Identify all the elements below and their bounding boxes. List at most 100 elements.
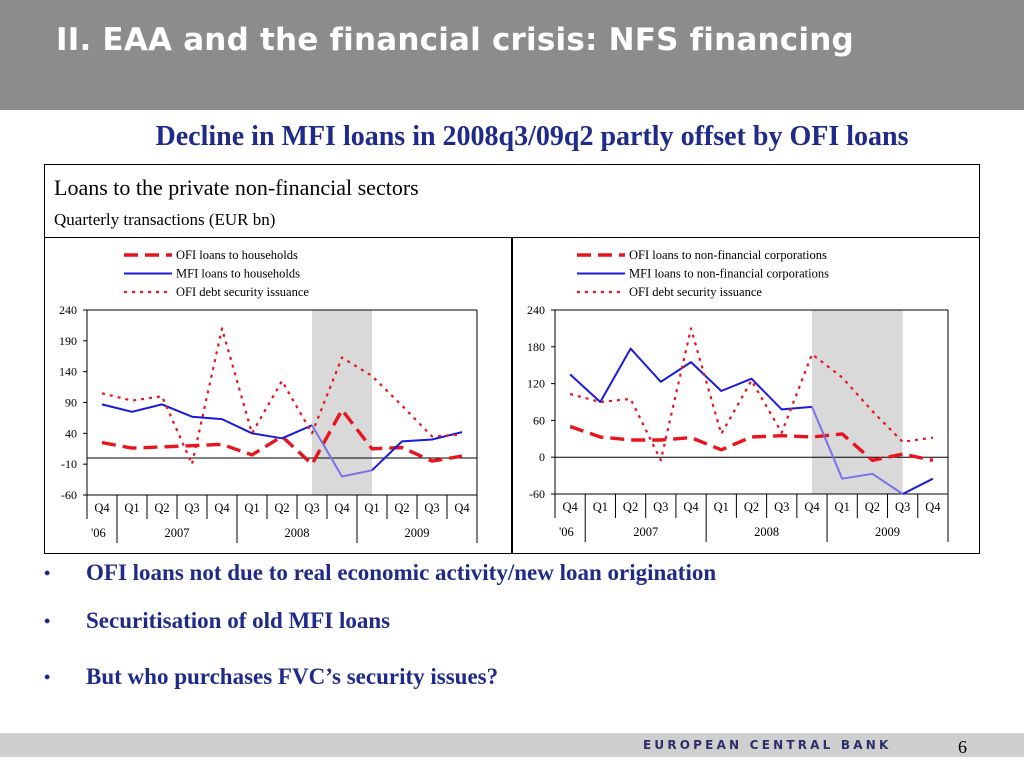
- legend-label: MFI loans to households: [176, 267, 300, 281]
- series-line-1-shaded: [811, 406, 904, 495]
- footer-bar: EUROPEAN CENTRAL BANK: [0, 733, 1024, 757]
- x-tick-label: Q3: [304, 501, 319, 515]
- x-tick-label: Q1: [124, 501, 139, 515]
- x-tick-label: Q3: [774, 500, 789, 514]
- year-label: '06: [559, 525, 574, 539]
- series-line-1-shaded: [311, 424, 373, 478]
- x-tick-label: Q2: [274, 501, 289, 515]
- data-point: [811, 406, 813, 408]
- y-tick-label: -60: [61, 488, 77, 502]
- legend-label: OFI debt security issuance: [629, 285, 762, 299]
- data-point: [690, 437, 692, 439]
- series-line-1: [569, 347, 813, 411]
- data-point: [841, 377, 843, 379]
- data-point: [751, 436, 753, 438]
- data-point: [781, 432, 783, 434]
- data-point: [781, 409, 783, 411]
- data-point: [811, 353, 813, 355]
- x-tick-label: Q1: [593, 500, 608, 514]
- x-tick-label: Q2: [744, 500, 759, 514]
- legend-label: MFI loans to non-financial corporations: [629, 267, 829, 281]
- series-line-1-after: [902, 477, 934, 495]
- data-point: [660, 381, 662, 383]
- x-tick-label: Q3: [184, 501, 199, 515]
- bullet-dot-icon: •: [44, 611, 51, 631]
- shaded-period: [312, 310, 372, 495]
- x-tick-label: Q4: [94, 501, 110, 515]
- legend-label: OFI loans to non-financial corporations: [629, 248, 827, 262]
- data-point: [932, 437, 934, 439]
- data-point: [751, 380, 753, 382]
- year-label: 2007: [633, 525, 658, 539]
- legend-label: OFI debt security issuance: [176, 285, 309, 299]
- footer-brand: EUROPEAN CENTRAL BANK: [643, 738, 892, 752]
- y-tick-label: 120: [527, 377, 545, 391]
- year-label: 2009: [875, 525, 900, 539]
- y-tick-label: 190: [59, 334, 77, 348]
- x-tick-label: Q4: [454, 501, 470, 515]
- data-point: [872, 410, 874, 412]
- x-tick-label: Q3: [895, 500, 910, 514]
- data-point: [690, 361, 692, 363]
- data-point: [811, 436, 813, 438]
- data-point: [569, 393, 571, 395]
- data-point: [902, 441, 904, 443]
- data-point: [932, 478, 934, 480]
- year-label: 2007: [165, 526, 190, 540]
- series-line-0: [101, 408, 463, 466]
- y-tick-label: 240: [59, 303, 77, 317]
- x-tick-label: Q1: [244, 501, 259, 515]
- page-number: 6: [958, 737, 967, 757]
- x-tick-label: Q4: [683, 500, 699, 514]
- data-point: [872, 473, 874, 475]
- x-tick-label: Q4: [334, 501, 350, 515]
- x-tick-label: Q4: [214, 501, 230, 515]
- bullet-dot-icon: •: [44, 563, 51, 583]
- data-point: [720, 390, 722, 392]
- data-point: [600, 401, 602, 403]
- x-tick-label: Q4: [925, 500, 941, 514]
- x-tick-label: Q2: [154, 501, 169, 515]
- year-label: '06: [91, 526, 106, 540]
- x-tick-label: Q3: [424, 501, 439, 515]
- y-tick-label: 90: [65, 396, 77, 410]
- year-label: 2008: [285, 526, 310, 540]
- data-point: [600, 436, 602, 438]
- series-line-1: [101, 403, 313, 440]
- x-tick-label: Q1: [714, 500, 729, 514]
- data-point: [720, 433, 722, 435]
- data-point: [569, 426, 571, 428]
- y-tick-label: 240: [527, 303, 545, 317]
- data-point: [932, 459, 934, 461]
- data-point: [902, 493, 904, 495]
- slide-subtitle: Decline in MFI loans in 2008q3/09q2 part…: [155, 121, 909, 152]
- series-line-2: [569, 327, 934, 462]
- data-point: [720, 449, 722, 451]
- data-point: [569, 374, 571, 376]
- data-point: [660, 439, 662, 441]
- y-tick-label: 40: [65, 426, 77, 440]
- legend-label: OFI loans to households: [176, 248, 298, 262]
- x-tick-label: Q4: [562, 500, 578, 514]
- slide-title: II. EAA and the financial crisis: NFS fi…: [56, 22, 854, 58]
- chart-panel-header: Loans to the private non-financial secto…: [45, 165, 979, 238]
- x-tick-label: Q1: [364, 501, 379, 515]
- year-label: 2009: [405, 526, 430, 540]
- y-tick-label: 60: [533, 413, 545, 427]
- data-point: [660, 459, 662, 461]
- data-point: [872, 459, 874, 461]
- bullet-dot-icon: •: [44, 667, 51, 687]
- data-point: [630, 348, 632, 350]
- x-tick-label: Q3: [653, 500, 668, 514]
- data-point: [630, 398, 632, 400]
- y-tick-label: 0: [539, 450, 545, 464]
- y-tick-label: 180: [527, 340, 545, 354]
- shaded-period: [811, 310, 903, 494]
- x-tick-label: Q2: [865, 500, 880, 514]
- y-tick-label: -10: [61, 457, 77, 471]
- x-tick-label: Q2: [394, 501, 409, 515]
- year-label: 2008: [754, 525, 779, 539]
- x-tick-label: Q1: [835, 500, 850, 514]
